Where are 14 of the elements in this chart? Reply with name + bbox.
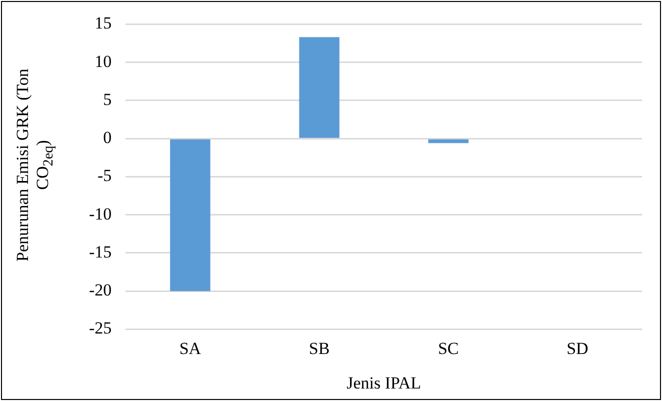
y-tick-label: 5 bbox=[103, 90, 112, 109]
x-axis-title: Jenis IPAL bbox=[346, 373, 422, 392]
y-tick-label: 10 bbox=[94, 52, 112, 71]
x-tick-label: SA bbox=[179, 338, 202, 358]
x-tick-label: SC bbox=[438, 338, 459, 358]
y-tick-label: 15 bbox=[94, 14, 112, 33]
y-tick-label: -20 bbox=[88, 280, 112, 300]
x-tick-label: SD bbox=[566, 338, 588, 358]
x-tick-label: SB bbox=[308, 338, 330, 358]
y-tick-label: -5 bbox=[97, 166, 112, 186]
y-tick-label: -15 bbox=[88, 242, 112, 262]
y-tick-label: 0 bbox=[103, 128, 112, 148]
y-tick-label: -10 bbox=[88, 204, 112, 224]
y-tick-label: -25 bbox=[88, 318, 112, 338]
